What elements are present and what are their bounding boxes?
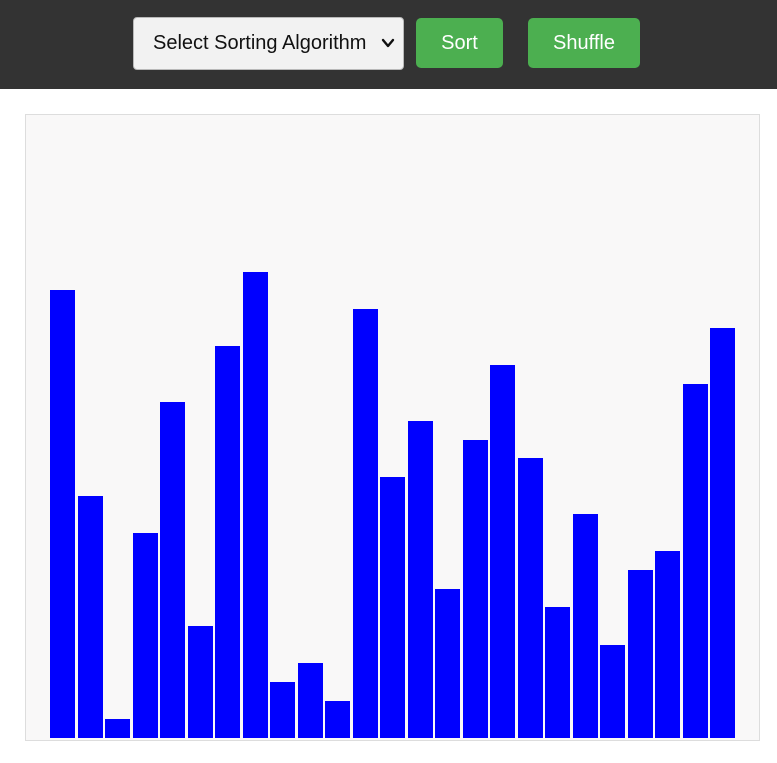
bar [573, 514, 598, 738]
bar [655, 551, 680, 738]
bar [325, 701, 350, 738]
bar [408, 421, 433, 738]
bar [628, 570, 653, 738]
bar [243, 272, 268, 738]
bar [50, 290, 75, 738]
bar [160, 402, 185, 738]
bar [490, 365, 515, 738]
bar [215, 346, 240, 738]
bar [353, 309, 378, 738]
bar [463, 440, 488, 738]
bar [380, 477, 405, 738]
bar [545, 607, 570, 738]
algorithm-select[interactable]: Select Sorting Algorithm [133, 17, 404, 70]
toolbar: Select Sorting Algorithm Sort Shuffle [0, 0, 777, 89]
sorting-visualizer-canvas [25, 114, 760, 741]
bar [710, 328, 735, 738]
sort-button[interactable]: Sort [416, 18, 503, 68]
bar [270, 682, 295, 738]
bar [600, 645, 625, 738]
bar [133, 533, 158, 738]
bar [78, 496, 103, 738]
bar [683, 384, 708, 738]
bar [298, 663, 323, 738]
bar [105, 719, 130, 738]
bar [188, 626, 213, 738]
shuffle-button[interactable]: Shuffle [528, 18, 640, 68]
bar [518, 458, 543, 738]
bar [435, 589, 460, 738]
algorithm-select-value: Select Sorting Algorithm [153, 32, 367, 54]
chevron-down-icon [381, 38, 395, 48]
